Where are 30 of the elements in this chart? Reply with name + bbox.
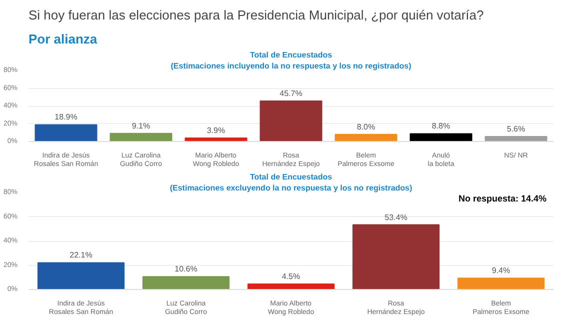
chart-subtitle: (Estimaciones excluyendo la no respuesta y los no registrados) (170, 184, 412, 192)
data-label: 9.4% (492, 266, 510, 276)
bar (484, 136, 548, 142)
bar (142, 276, 230, 290)
data-label: 8.8% (432, 122, 450, 131)
bar (247, 284, 335, 290)
text: Si hoy fueran las elecciones para la Presidencia Municipal, ¿por quién votaría? (28, 8, 484, 22)
bar (352, 224, 440, 290)
data-label: 45.7% (280, 88, 302, 98)
data-label: 3.9% (206, 126, 226, 136)
text: Por alianza (28, 32, 98, 46)
data-label: 18.9% (54, 112, 78, 122)
data-label: 53.4% (384, 212, 408, 222)
bar (260, 100, 322, 142)
data-label: 22.1% (70, 250, 92, 260)
data-label: 10.6% (174, 264, 198, 274)
data-label: 4.5% (282, 272, 300, 282)
data-label: 5.6% (506, 124, 526, 134)
data-label: 9.1% (132, 121, 150, 130)
annotation: No respuesta: 14.4% (458, 194, 547, 204)
chart-title: Total de Encuestados (250, 172, 333, 182)
bar (410, 133, 472, 142)
bar (34, 124, 98, 142)
bar (37, 262, 125, 290)
chart-subtitle: (Estimaciones incluyendo la no respuesta y los no registrados) (170, 62, 412, 70)
bar (334, 134, 398, 142)
bar (110, 132, 172, 142)
chart-title: Total de Encuestados (250, 50, 333, 60)
bar (457, 278, 545, 290)
data-label: 8.0% (356, 122, 376, 132)
